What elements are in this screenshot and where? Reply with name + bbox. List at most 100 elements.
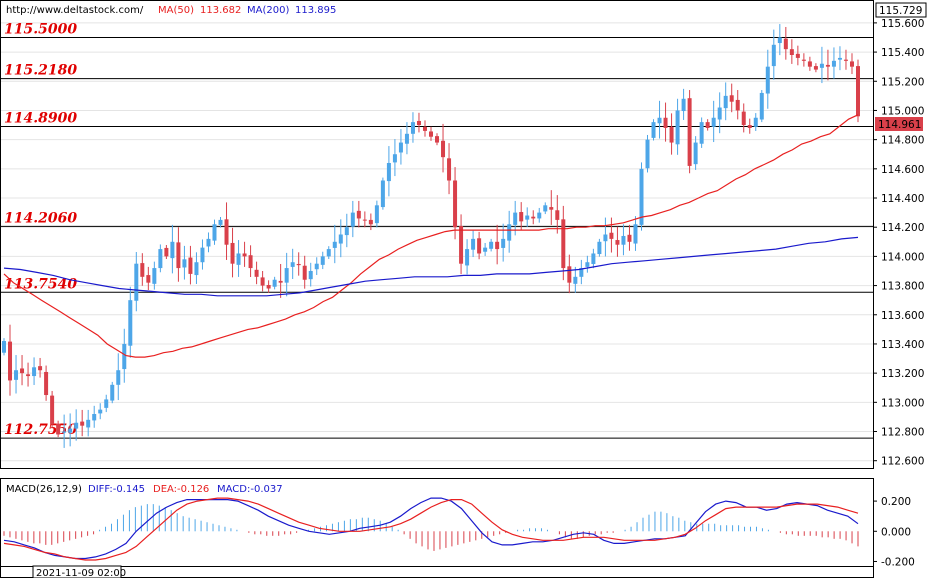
candle-body	[699, 122, 704, 144]
ma50-line	[3, 114, 859, 358]
candle-body	[362, 219, 367, 221]
grid-lines	[1, 22, 873, 462]
candle-body	[182, 259, 187, 268]
price-tick-label: 114.400	[881, 193, 924, 205]
candle-body	[795, 53, 800, 58]
candle-body	[404, 133, 409, 144]
candle-body	[753, 117, 758, 127]
candle-body	[531, 216, 536, 219]
candle-body	[368, 219, 373, 225]
candle-body	[429, 131, 433, 137]
candle-body	[200, 247, 205, 263]
candle-body	[856, 66, 860, 117]
level-label: 114.2060	[4, 210, 77, 226]
candle-body	[837, 57, 842, 60]
candle-body	[392, 154, 397, 163]
moving-averages	[3, 114, 859, 358]
price-tick-label: 114.800	[881, 135, 924, 147]
candle-body	[206, 238, 211, 247]
candle-body	[849, 61, 854, 67]
candle-body	[585, 262, 590, 267]
macd-diff-line	[3, 497, 859, 560]
price-tick-label: 112.600	[881, 456, 924, 468]
candle-body	[807, 61, 812, 67]
last-price: 114.961	[878, 119, 921, 131]
ma50-value: 113.682	[200, 5, 241, 16]
candle-body	[332, 241, 337, 248]
price-tick-label: 113.200	[881, 368, 924, 380]
candle-body	[735, 99, 740, 111]
price-axis: 115.600 115.400 115.200 115.000 114.800 114.6…	[873, 18, 924, 568]
candle-body	[843, 59, 848, 61]
candle-body	[230, 242, 235, 264]
macd-indicator	[3, 497, 859, 561]
candlesticks	[2, 24, 860, 448]
candle-body	[380, 180, 385, 208]
price-tick-label: 114.600	[881, 164, 924, 176]
candle-body	[621, 235, 626, 245]
candle-body	[92, 414, 97, 421]
candle-body	[8, 341, 13, 381]
price-tick-label: 114.000	[881, 251, 924, 263]
candle-body	[194, 262, 199, 276]
price-tick-label: 113.800	[881, 281, 924, 293]
candle-body	[266, 284, 271, 289]
candle-body	[501, 238, 506, 248]
level-label: 115.5000	[4, 21, 77, 37]
candle-body	[441, 140, 446, 158]
candle-body	[224, 219, 229, 245]
price-tick-label: 114.200	[881, 222, 924, 234]
candle-body	[278, 280, 283, 283]
candle-body	[152, 268, 157, 284]
candle-body	[747, 125, 752, 128]
candle-body	[453, 180, 458, 228]
candle-body	[675, 110, 680, 145]
candle-body	[567, 266, 572, 283]
candle-body	[471, 238, 476, 250]
candle-body	[801, 59, 806, 61]
candle-body	[350, 212, 355, 227]
macd-dea-line	[3, 497, 859, 561]
candle-body	[765, 66, 770, 94]
candle-body	[176, 242, 181, 269]
candle-body	[681, 98, 686, 112]
candle-body	[663, 117, 668, 128]
candle-body	[56, 423, 61, 435]
date-strip-frame	[0, 566, 874, 578]
candle-body	[50, 395, 55, 425]
candle-body	[459, 226, 464, 264]
candle-body	[627, 234, 632, 242]
candle-body	[717, 107, 722, 120]
candle-body	[645, 139, 650, 169]
candle-body	[284, 268, 289, 283]
candle-body	[495, 241, 500, 250]
candle-body	[657, 117, 662, 124]
candle-body	[410, 122, 415, 134]
candle-body	[561, 219, 566, 269]
candle-body	[729, 95, 734, 102]
ma200-value: 113.895	[295, 5, 336, 16]
price-tick-label: 113.600	[881, 310, 924, 322]
candle-body	[140, 263, 145, 277]
candle-body	[110, 384, 115, 401]
candle-body	[314, 263, 319, 270]
price-tick-label: 115.000	[881, 105, 924, 117]
candle-body	[128, 300, 133, 346]
candle-body	[38, 366, 43, 371]
candle-body	[609, 232, 614, 239]
site-url: http://www.deltastock.com/	[6, 5, 144, 16]
candle-body	[338, 234, 343, 244]
candle-body	[525, 215, 530, 220]
candle-body	[543, 205, 548, 212]
candle-body	[302, 265, 307, 280]
candle-body	[669, 126, 674, 143]
candle-body	[170, 241, 175, 259]
candle-body	[98, 409, 103, 414]
candle-body	[705, 122, 710, 128]
candle-body	[26, 374, 31, 377]
candle-body	[687, 98, 692, 166]
candle-body	[14, 370, 19, 380]
candle-body	[386, 162, 391, 182]
candle-body	[260, 277, 265, 286]
price-tick-label: 112.800	[881, 427, 924, 439]
